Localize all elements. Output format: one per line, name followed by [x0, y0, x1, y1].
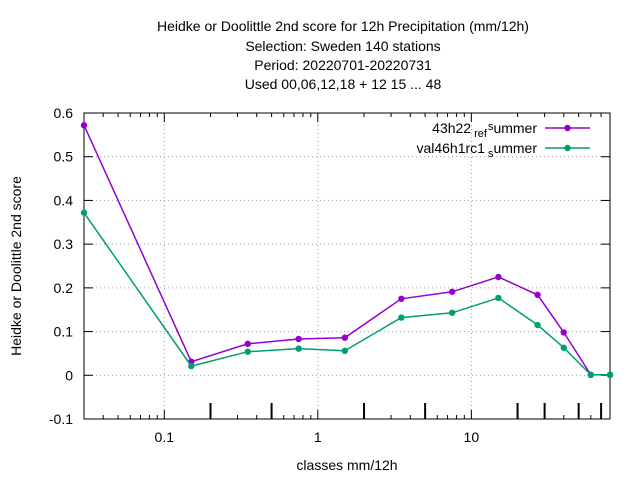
title-line-2: Selection: Sweden 140 stations — [245, 38, 440, 54]
x-tick-label: 0.1 — [155, 429, 175, 445]
plot-frame — [83, 112, 611, 420]
legend-marker — [564, 144, 571, 152]
data-point — [495, 294, 502, 302]
data-point — [606, 371, 614, 379]
chart-title: Heidke or Doolittle 2nd score for 12h Pr… — [157, 18, 529, 92]
y-tick-label: 0 — [65, 367, 73, 383]
legend-marker — [564, 124, 571, 132]
y-tick-label: 0.5 — [54, 149, 74, 165]
data-point — [244, 340, 252, 348]
y-tick-label: -0.1 — [49, 411, 73, 427]
series-1 — [80, 122, 614, 379]
axis-ticks — [84, 112, 610, 420]
data-point — [188, 362, 195, 370]
data-point — [560, 329, 567, 336]
series-line — [83, 212, 610, 376]
data-point — [560, 344, 567, 351]
data-point — [341, 334, 349, 341]
legend-label: 43h22 refsummer — [432, 120, 537, 140]
x-tick-label: 1 — [314, 429, 322, 445]
x-axis-label: classes mm/12h — [296, 457, 397, 473]
title-line-3: Period: 20220701-20220731 — [254, 57, 432, 73]
y-tick-label: 0.4 — [54, 192, 74, 208]
title-line-1: Heidke or Doolittle 2nd score for 12h Pr… — [157, 18, 529, 34]
title-line-4: Used 00,06,12,18 + 12 15 ... 48 — [245, 76, 442, 92]
y-tick-label: 0.3 — [54, 236, 74, 252]
legend-label: val46h1rc1 summer — [416, 140, 537, 160]
data-point — [341, 347, 349, 355]
data-point — [80, 122, 88, 129]
y-tick-label: 0.1 — [54, 324, 74, 340]
x-class-marks — [209, 403, 603, 419]
data-point — [295, 345, 302, 352]
data-point — [448, 309, 456, 316]
data-point — [295, 335, 302, 343]
series-group — [80, 122, 614, 379]
data-point — [495, 273, 502, 281]
data-point — [398, 295, 405, 302]
data-point — [587, 371, 595, 379]
data-point — [534, 321, 541, 329]
data-point — [398, 314, 405, 321]
y-axis-label: Heidke or Doolittle 2nd score — [8, 176, 24, 356]
x-tick-label: 10 — [464, 429, 480, 445]
data-point — [244, 348, 252, 355]
y-tick-label: 0.2 — [54, 280, 74, 296]
data-point — [80, 209, 88, 216]
y-tick-label: 0.6 — [54, 105, 74, 121]
series-line — [83, 124, 610, 376]
tick-labels: -0.1 0 0.1 0.2 0.3 0.4 0.5 0.6 0.1 1 10 — [49, 105, 479, 445]
data-point — [534, 291, 541, 299]
data-point — [448, 288, 456, 295]
series-2 — [80, 209, 614, 379]
grid — [84, 112, 610, 420]
